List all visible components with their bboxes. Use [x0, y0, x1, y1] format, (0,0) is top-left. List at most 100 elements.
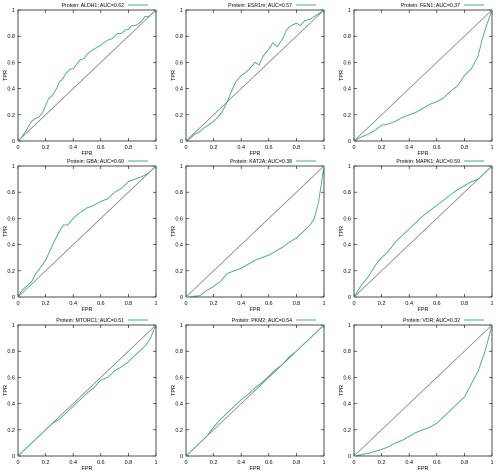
- x-axis-label: FPR: [82, 466, 93, 472]
- x-tick-label: 0.6: [265, 145, 273, 151]
- x-tick-label: 0.8: [293, 145, 301, 151]
- y-axis-label: TPR: [339, 226, 345, 237]
- legend-label: Protein: MTORC1; AUC=0.51: [56, 318, 124, 324]
- y-tick-label: 0.4: [7, 243, 15, 249]
- y-tick-label: 0.2: [175, 113, 183, 119]
- x-tick-label: 1: [490, 145, 493, 151]
- y-tick-label: 0: [348, 454, 351, 460]
- y-tick-label: 0: [180, 454, 183, 460]
- x-tick-label: 0: [352, 301, 355, 307]
- y-tick-label: 0.8: [343, 190, 351, 196]
- roc-panel-3: 0 0.2 0.4 0.6 0.8 1 0 0.2 0.4 0.6 0.8 1 FPR TPR Protei…: [339, 3, 494, 157]
- x-tick-label: 0.8: [125, 145, 133, 151]
- y-axis-label: TPR: [339, 385, 345, 396]
- x-tick-label: 0.2: [210, 145, 218, 151]
- y-axis-label: TPR: [171, 70, 177, 81]
- roc-curve: [185, 165, 325, 298]
- roc-curve: [185, 324, 325, 457]
- y-tick-label: 0.2: [7, 428, 15, 434]
- legend-label: Protein: VDR; AUC=0.32: [403, 318, 460, 324]
- x-tick-label: 0.6: [433, 460, 441, 466]
- x-tick-label: 1: [322, 301, 325, 307]
- x-tick-label: 0.8: [293, 301, 301, 307]
- x-tick-label: 0.2: [42, 145, 50, 151]
- y-tick-label: 1: [180, 323, 183, 329]
- x-tick-label: 1: [322, 145, 325, 151]
- y-tick-label: 1: [12, 323, 15, 329]
- y-tick-label: 1: [348, 323, 351, 329]
- roc-panel-2: 0 0.2 0.4 0.6 0.8 1 0 0.2 0.4 0.6 0.8 1 FPR TPR Protei…: [171, 3, 326, 157]
- roc-curve: [185, 9, 325, 142]
- roc-curve: [353, 324, 493, 457]
- x-tick-label: 0.2: [210, 301, 218, 307]
- roc-panel-8: 0 0.2 0.4 0.6 0.8 1 0 0.2 0.4 0.6 0.8 1 FPR TPR Protei…: [171, 318, 326, 472]
- y-tick-label: 0.2: [343, 269, 351, 275]
- x-tick-label: 0.8: [461, 460, 469, 466]
- y-tick-label: 0.4: [175, 87, 183, 93]
- x-tick-label: 0.6: [265, 301, 273, 307]
- diagonal-reference-line: [17, 165, 157, 298]
- y-tick-label: 0.8: [343, 349, 351, 355]
- legend-label: Protein: ESR1m; AUC=0.57: [228, 3, 292, 9]
- y-tick-label: 0: [12, 295, 15, 301]
- x-tick-label: 0: [184, 301, 187, 307]
- y-tick-label: 0.6: [7, 375, 15, 381]
- legend-label: Protein: MAPK1; AUC=0.59: [396, 159, 460, 165]
- y-tick-label: 0.4: [175, 402, 183, 408]
- x-tick-label: 0.4: [237, 301, 245, 307]
- y-tick-label: 0.8: [343, 34, 351, 40]
- diagonal-reference-line: [353, 165, 493, 298]
- x-axis-label: FPR: [418, 307, 429, 313]
- plot-frame: [17, 324, 157, 457]
- y-tick-label: 1: [348, 8, 351, 14]
- x-axis-label: FPR: [418, 466, 429, 472]
- legend-label: Protein: PKM2; AUC=0.54: [232, 318, 292, 324]
- y-tick-label: 0.8: [175, 349, 183, 355]
- legend-label: Protein: ALDH1; AUC=0.62: [62, 3, 125, 9]
- x-axis-label: FPR: [250, 307, 261, 313]
- x-tick-label: 0.4: [69, 301, 77, 307]
- x-tick-label: 1: [490, 301, 493, 307]
- y-tick-label: 1: [348, 164, 351, 170]
- x-tick-label: 0: [352, 145, 355, 151]
- x-tick-label: 0.6: [97, 145, 105, 151]
- y-tick-label: 0.8: [175, 34, 183, 40]
- legend-label: Protein: KAT2A; AUC=0.38: [230, 159, 292, 165]
- legend-label: Protein: GBA; AUC=0.60: [67, 159, 124, 165]
- legend-label: Protein: FEN1; AUC=0.37: [401, 3, 460, 9]
- x-tick-label: 0.2: [378, 145, 386, 151]
- x-tick-label: 0.2: [378, 301, 386, 307]
- y-tick-label: 0.4: [7, 402, 15, 408]
- x-tick-label: 0.4: [405, 460, 413, 466]
- y-tick-label: 0.4: [175, 243, 183, 249]
- diagonal-reference-line: [185, 9, 325, 142]
- roc-panel-9: 0 0.2 0.4 0.6 0.8 1 0 0.2 0.4 0.6 0.8 1 FPR TPR Protei…: [339, 318, 494, 472]
- y-axis-label: TPR: [339, 70, 345, 81]
- plot-frame: [353, 324, 493, 457]
- x-tick-label: 1: [490, 460, 493, 466]
- y-tick-label: 1: [180, 8, 183, 14]
- y-tick-label: 0: [12, 139, 15, 145]
- roc-panel-6: 0 0.2 0.4 0.6 0.8 1 0 0.2 0.4 0.6 0.8 1 FPR TPR Protei…: [339, 159, 494, 313]
- x-tick-label: 0.6: [97, 460, 105, 466]
- roc-curve: [17, 9, 157, 142]
- y-tick-label: 0.6: [343, 216, 351, 222]
- y-tick-label: 0: [348, 139, 351, 145]
- x-tick-label: 1: [154, 145, 157, 151]
- roc-curve: [353, 9, 493, 142]
- x-tick-label: 0.8: [461, 301, 469, 307]
- x-tick-label: 0: [16, 301, 19, 307]
- y-tick-label: 0.8: [175, 190, 183, 196]
- x-axis-label: FPR: [250, 151, 261, 157]
- x-tick-label: 0.6: [433, 301, 441, 307]
- y-tick-label: 0.6: [343, 375, 351, 381]
- y-tick-label: 0.2: [343, 113, 351, 119]
- diagonal-reference-line: [353, 324, 493, 457]
- x-tick-label: 0.6: [433, 145, 441, 151]
- plot-frame: [17, 165, 157, 298]
- y-tick-label: 0.4: [343, 243, 351, 249]
- roc-curve: [17, 324, 157, 457]
- plot-frame: [353, 9, 493, 142]
- plot-frame: [185, 9, 325, 142]
